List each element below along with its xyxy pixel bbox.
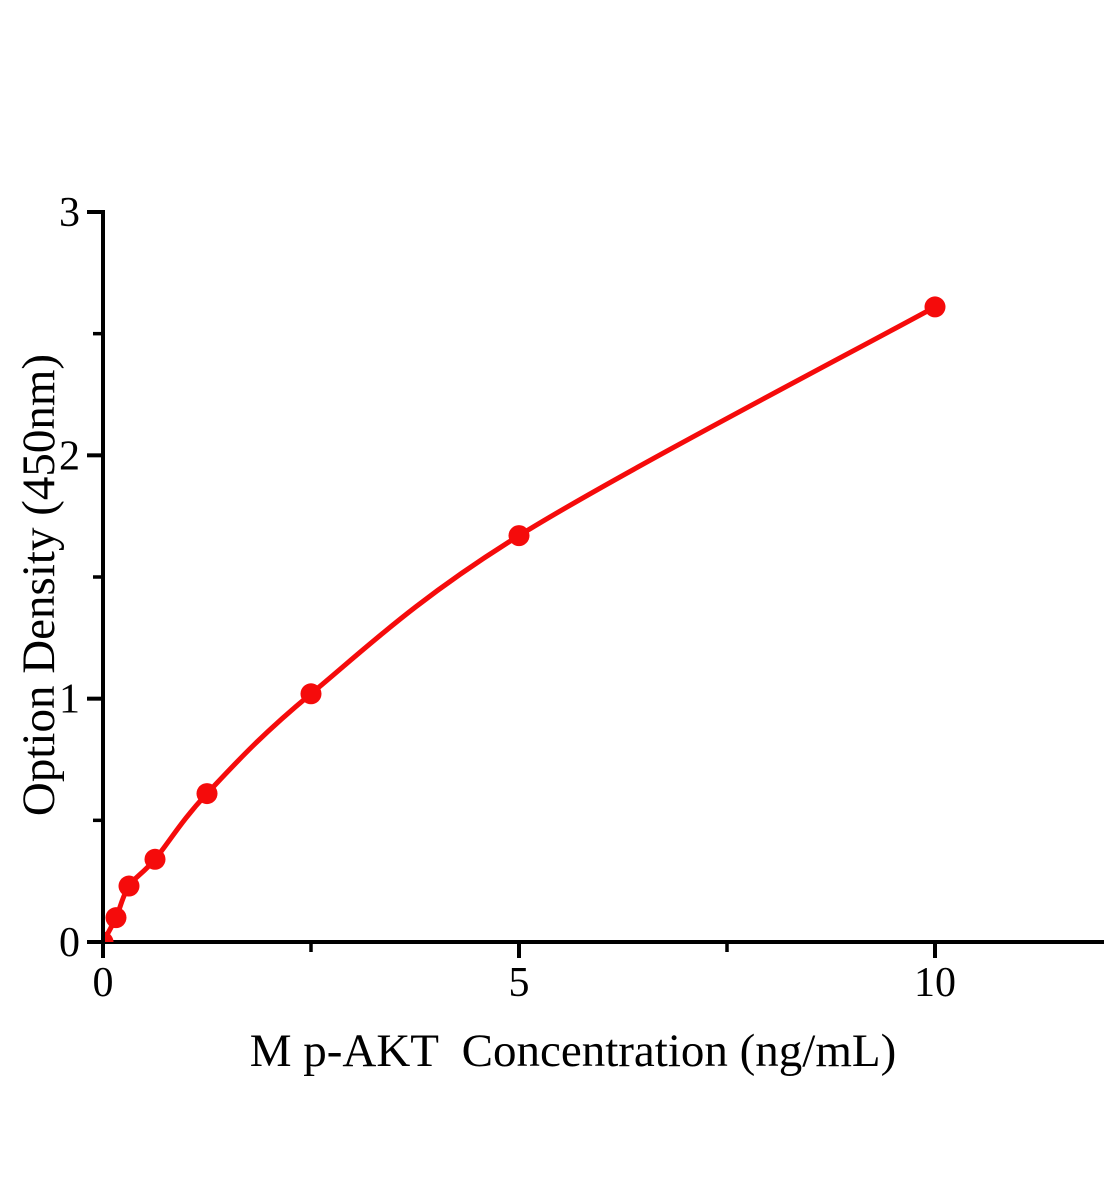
x-axis-title: M p-AKT Concentration (ng/mL) xyxy=(249,1025,897,1077)
data-point-marker xyxy=(508,525,530,547)
x-tick-label: 0 xyxy=(93,960,114,1006)
data-point-marker xyxy=(300,683,322,705)
data-point-marker xyxy=(118,875,140,897)
x-tick-label: 10 xyxy=(914,960,956,1006)
data-point-marker xyxy=(196,783,218,805)
y-axis-title: Option Density (450nm) xyxy=(13,353,66,817)
data-point-marker xyxy=(105,907,127,929)
data-point-marker xyxy=(144,848,166,870)
data-point-marker xyxy=(105,931,114,942)
y-tick-label: 0 xyxy=(59,920,80,966)
y-tick-label: 3 xyxy=(59,190,80,236)
data-point-marker xyxy=(924,296,946,318)
standard-curve-line xyxy=(105,304,937,942)
y-tick-label: 2 xyxy=(59,433,80,479)
series-mp-akt xyxy=(105,296,946,942)
y-tick-label: 1 xyxy=(59,677,80,723)
x-tick-label: 5 xyxy=(509,960,530,1006)
